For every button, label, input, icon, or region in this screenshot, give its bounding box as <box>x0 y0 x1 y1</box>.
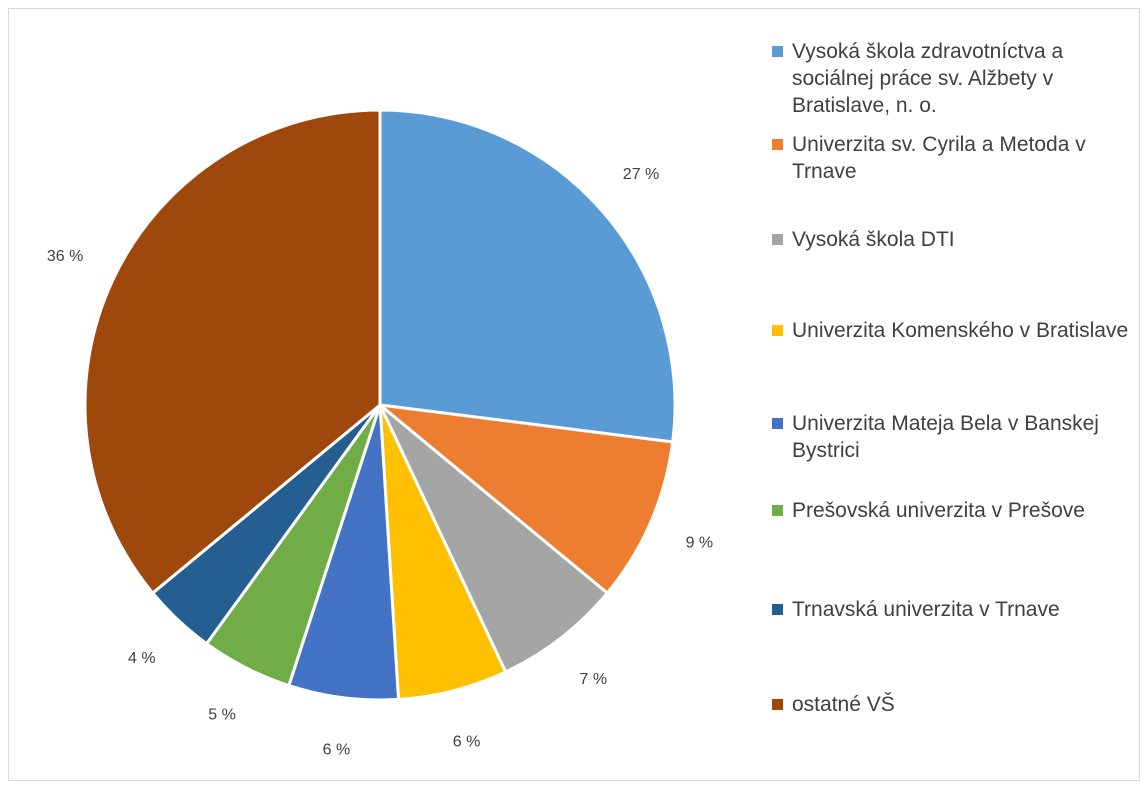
legend-label: Univerzita Komenského v Bratislave <box>792 319 1129 342</box>
data-label: 7 % <box>580 671 608 688</box>
legend-label: Vysoká škola DTI <box>792 228 955 251</box>
pie-slice <box>378 108 677 444</box>
pie-slice <box>375 402 675 596</box>
legend-swatch <box>772 139 783 150</box>
legend-item: Vysoká škola zdravotníctva a sociálnej p… <box>772 38 1142 119</box>
legend-item: Vysoká škola DTI <box>772 226 1142 253</box>
legend-item: Prešovská univerzita v Prešove <box>772 497 1142 524</box>
legend-label: Univerzita sv. Cyrila a Metoda v Trnave <box>792 133 1086 183</box>
data-label: 6 % <box>453 733 481 750</box>
legend-swatch <box>772 234 783 245</box>
legend-swatch <box>772 418 783 429</box>
pie-slice <box>378 403 610 674</box>
legend-label: Univerzita Mateja Bela v Banskej Bystric… <box>792 412 1099 462</box>
pie-slice <box>83 108 382 596</box>
legend-item: Univerzita sv. Cyrila a Metoda v Trnave <box>772 131 1142 185</box>
chart-border <box>8 8 1140 781</box>
legend-swatch <box>772 325 783 336</box>
legend-item: Univerzita Komenského v Bratislave <box>772 317 1142 344</box>
data-label: 5 % <box>208 706 236 723</box>
data-label: 36 % <box>47 248 83 265</box>
legend-swatch <box>772 505 783 516</box>
data-label: 9 % <box>686 534 714 551</box>
legend-label: Vysoká škola zdravotníctva a sociálnej p… <box>792 40 1064 117</box>
legend-swatch <box>772 699 783 710</box>
legend-swatch <box>772 604 783 615</box>
legend-label: ostatné VŠ <box>792 693 895 716</box>
legend-label: Prešovská univerzita v Prešove <box>792 499 1085 522</box>
data-label: 4 % <box>128 650 156 667</box>
legend-label: Trnavská univerzita v Trnave <box>792 598 1060 621</box>
legend-item: Univerzita Mateja Bela v Banskej Bystric… <box>772 410 1142 464</box>
data-label: 6 % <box>323 741 351 758</box>
data-label: 27 % <box>623 166 659 183</box>
legend-item: ostatné VŠ <box>772 691 1142 718</box>
legend-swatch <box>772 46 783 57</box>
legend-item: Trnavská univerzita v Trnave <box>772 596 1142 623</box>
